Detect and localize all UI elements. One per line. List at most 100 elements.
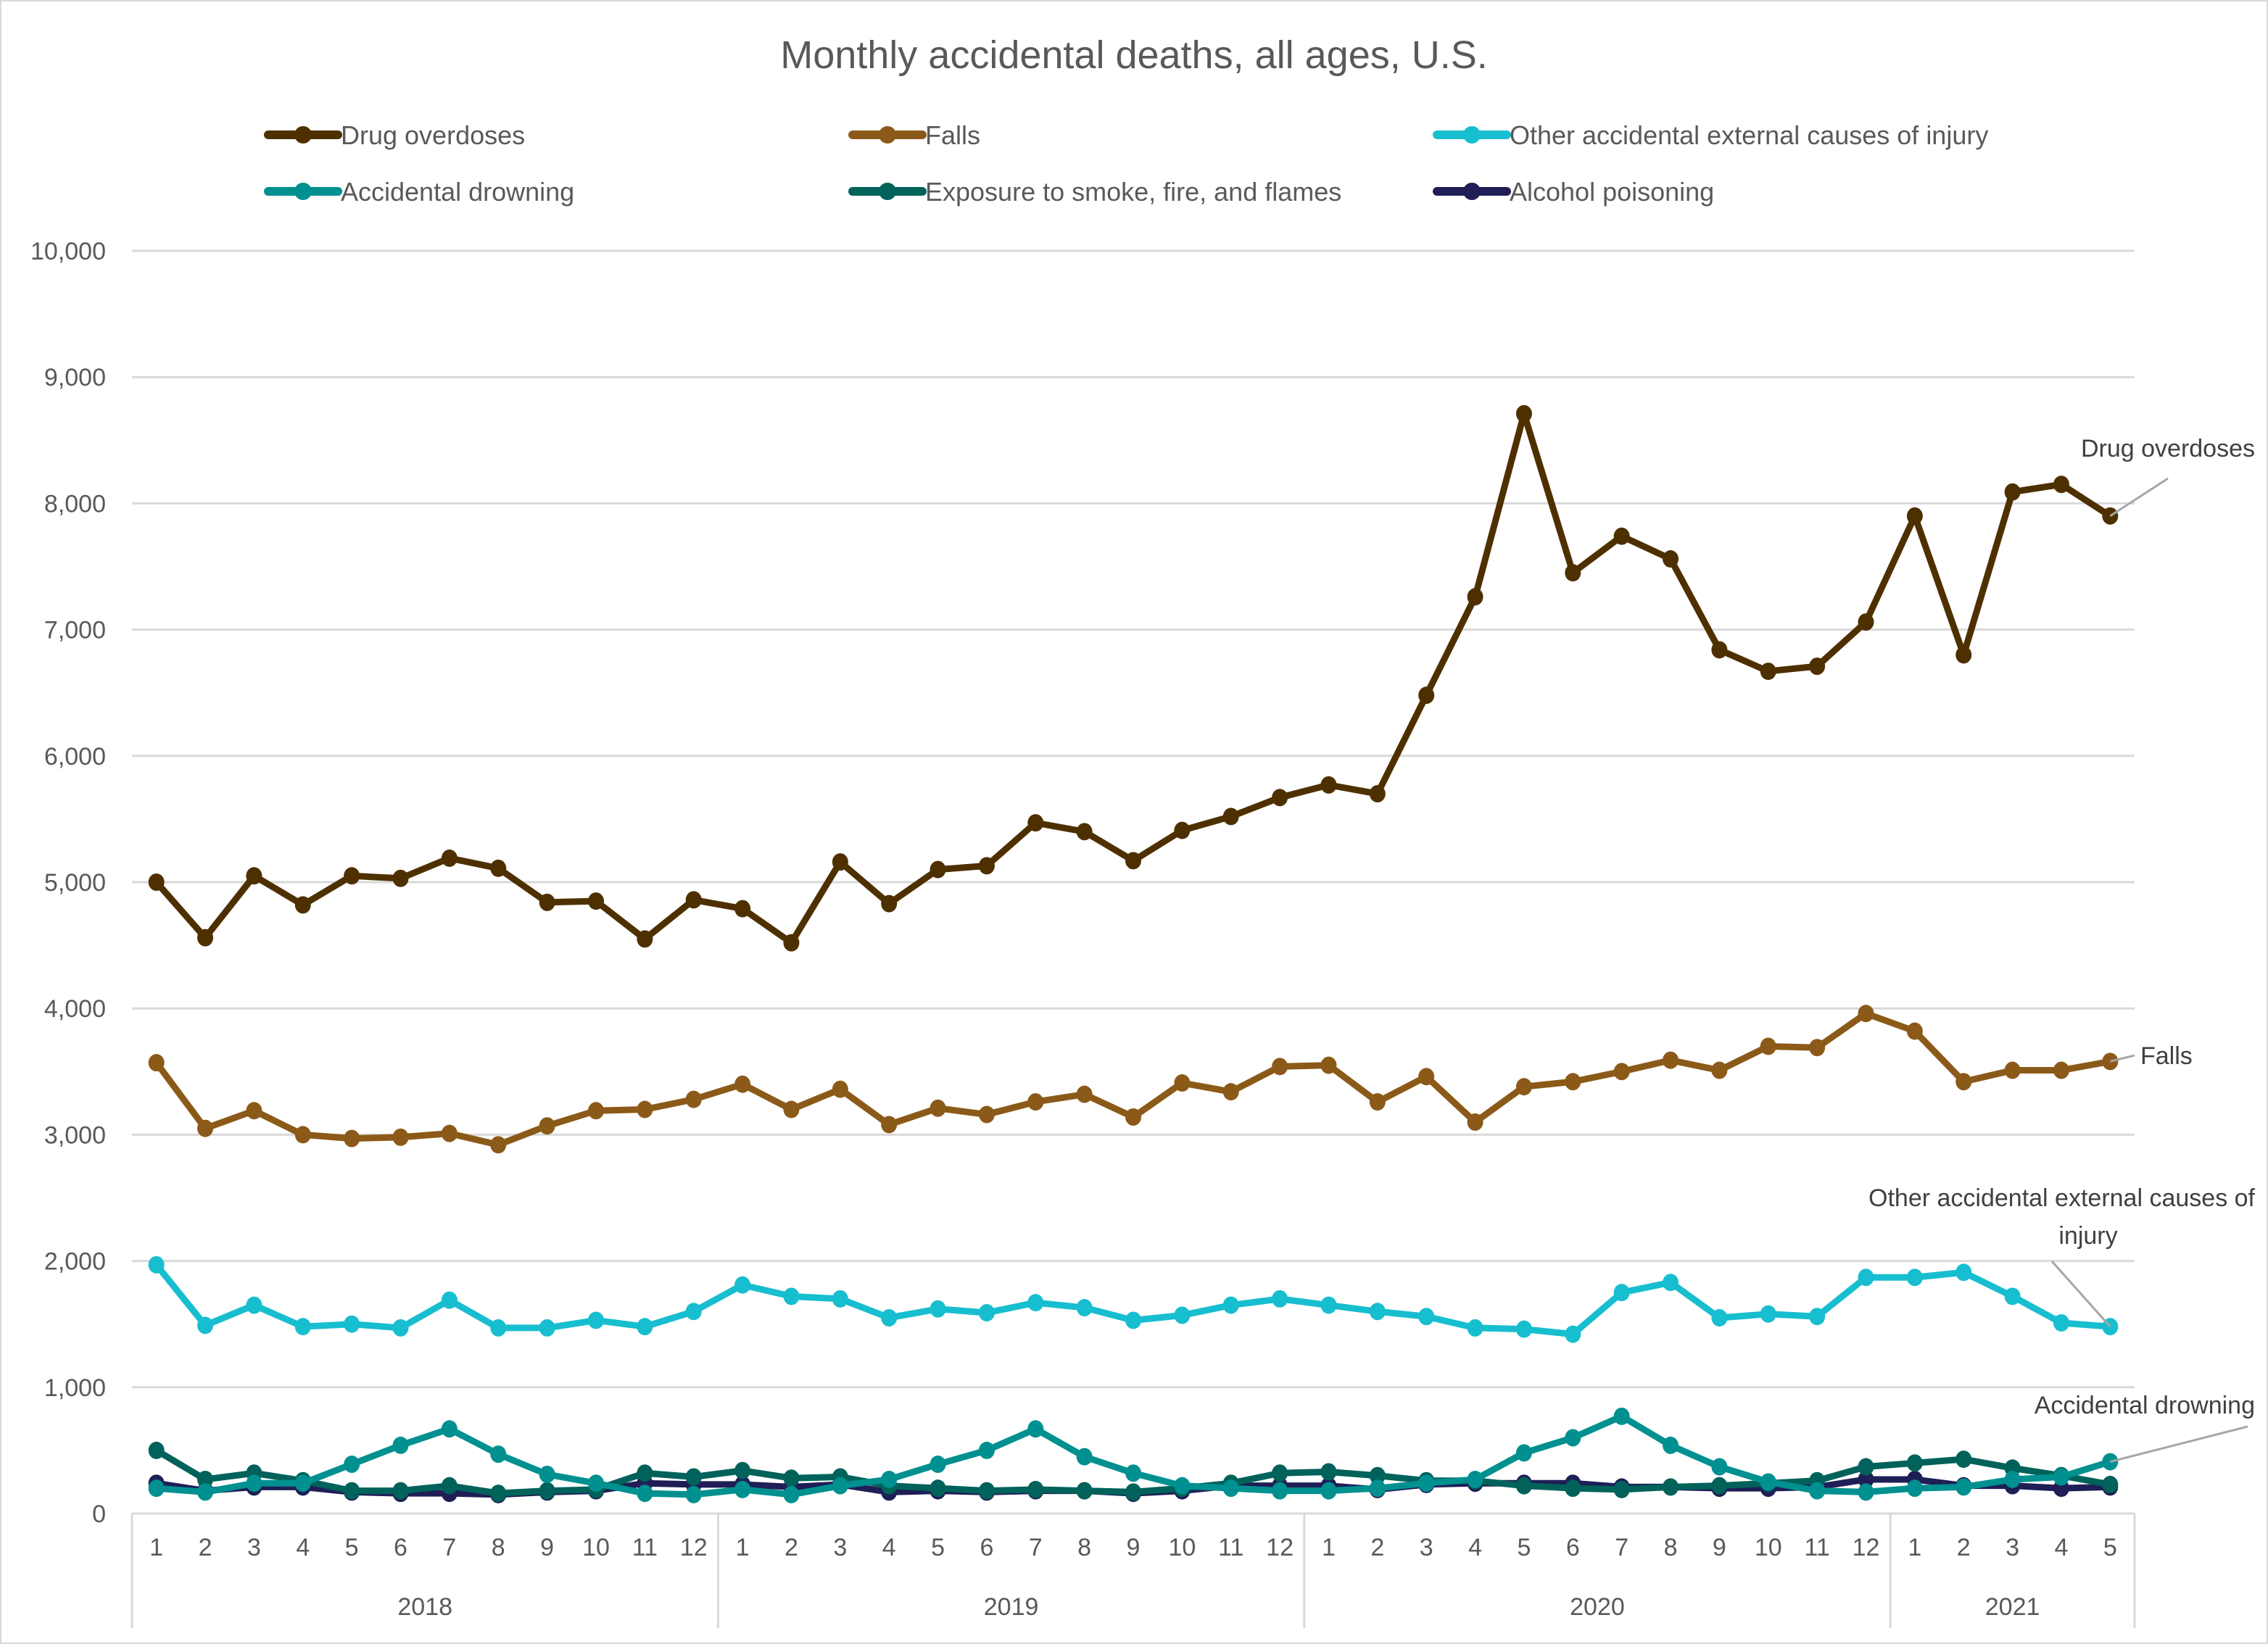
y-tick-label: 0 [92,1500,106,1528]
data-point [148,873,165,891]
callout-leader-line [2109,1425,2248,1464]
data-point [1222,1479,1239,1498]
data-point [685,1090,702,1108]
callout-label: Accidental drowning [2035,1392,2255,1419]
series-accidental-drowning [148,1407,2119,1503]
data-point [978,857,995,875]
data-point [978,1304,995,1322]
data-point [148,1479,165,1498]
data-point [2053,1313,2069,1332]
x-tick-label: 1 [1908,1534,1921,1561]
data-point [587,892,604,910]
data-point [1809,657,1826,676]
data-point [1760,1473,1776,1491]
data-point [1369,1093,1386,1111]
x-tick-label: 11 [1218,1534,1243,1561]
data-point [637,1100,653,1118]
y-tick-label: 3,000 [44,1121,106,1149]
data-point [1467,1113,1483,1131]
callout-label: Other accidental external causes of injur… [1868,1184,2256,1250]
legend-item: Drug overdoses [264,120,525,150]
y-tick-label: 9,000 [44,364,106,391]
data-point [1663,1051,1679,1069]
legend-dot-icon [1463,126,1481,144]
data-point [197,929,214,947]
data-point [344,1482,360,1500]
data-point [2004,1061,2021,1079]
data-point [294,896,311,914]
data-point [1955,1263,1972,1282]
x-tick-label: 3 [247,1534,261,1561]
x-tick-label: 6 [1566,1534,1580,1561]
data-point [1222,808,1239,826]
x-tick-label: 12 [1266,1534,1294,1561]
x-tick-label: 8 [1077,1534,1091,1561]
data-point [197,1483,214,1501]
data-point [1174,1306,1191,1324]
data-point [1760,1037,1776,1055]
data-point [734,1276,751,1294]
data-point [1515,1477,1532,1495]
data-point [1027,1093,1044,1111]
x-tick-label: 3 [2006,1534,2019,1561]
data-point [1222,1083,1239,1101]
data-point [685,1485,702,1503]
data-point [881,894,898,913]
data-point [1027,1294,1044,1312]
data-point [1955,1450,1972,1469]
data-point [832,1477,848,1495]
data-point [1418,1308,1435,1326]
data-point [1515,1078,1532,1096]
data-point [294,1126,311,1144]
data-point [1320,1056,1337,1074]
data-point [1565,1325,1581,1343]
x-group-label: 2018 [397,1593,452,1621]
data-point [2004,1470,2021,1488]
data-point [1858,613,1874,631]
data-point [930,1456,946,1474]
data-point [539,893,555,911]
data-point [1076,823,1093,841]
data-point [344,1129,360,1147]
data-point [197,1119,214,1137]
data-point [1711,1458,1728,1476]
data-point [1076,1448,1093,1466]
data-point [490,1485,507,1503]
data-point [392,1482,409,1500]
data-point [1369,1479,1386,1498]
x-tick-label: 6 [394,1534,407,1561]
series-falls [148,1005,2119,1154]
x-tick-label: 12 [680,1534,708,1561]
data-point [881,1470,898,1488]
x-tick-label: 8 [492,1534,505,1561]
data-point [539,1482,555,1500]
data-point [344,1456,360,1474]
data-point [783,1287,800,1305]
data-point [148,1441,165,1459]
data-point [392,1436,409,1454]
data-point [685,1468,702,1486]
data-point [2053,1468,2069,1486]
data-point [148,1255,165,1274]
x-tick-label: 7 [442,1534,456,1561]
data-point [832,1080,848,1098]
data-point [539,1465,555,1483]
data-point [246,1296,262,1314]
data-point [1613,1407,1630,1425]
data-point [1613,527,1630,545]
data-point [294,1474,311,1493]
legend-item: Accidental drowning [264,177,574,207]
data-point [441,1477,458,1495]
data-point [1515,1320,1532,1338]
data-point [539,1117,555,1135]
x-tick-label: 1 [149,1534,163,1561]
data-point [930,1479,946,1498]
data-point [2102,1475,2119,1493]
data-point [1125,1483,1141,1501]
data-point [1565,564,1581,582]
data-point [490,1319,507,1337]
data-point [1955,1073,1972,1091]
callout-label: Falls [2140,1042,2193,1070]
data-point [1955,1478,1972,1496]
x-group-label: 2020 [1570,1593,1625,1621]
